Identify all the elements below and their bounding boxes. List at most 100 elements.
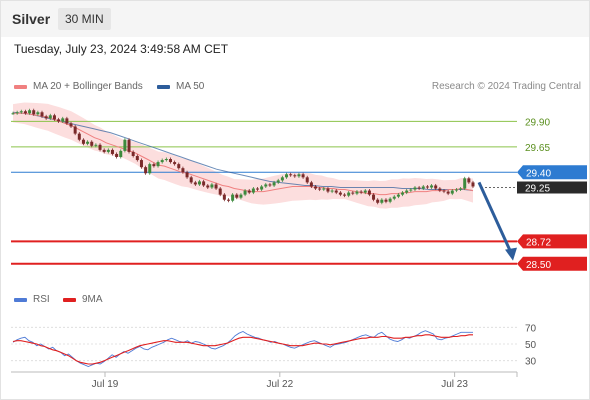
candle-body (77, 133, 81, 140)
candle-body (359, 191, 363, 193)
level-label-28.50: 28.50 (526, 260, 551, 271)
candle-body (152, 164, 156, 167)
candle-body (164, 159, 168, 161)
candle-body (260, 186, 264, 190)
candle-body (173, 162, 177, 165)
candle-body (396, 194, 400, 197)
candle-body (289, 174, 293, 176)
legend-rsi: RSI (14, 294, 50, 305)
rsi-tick-30: 30 (525, 357, 537, 368)
ma20-swatch (14, 84, 27, 89)
candle-body (417, 187, 421, 189)
candle-body (251, 188, 255, 193)
candle-body (69, 123, 73, 127)
candle-body (23, 111, 27, 114)
level-label-29.40: 29.40 (526, 168, 551, 179)
candle-body (90, 141, 94, 146)
candle-body (334, 190, 338, 193)
ma50-line (12, 111, 474, 192)
candle-body (160, 160, 164, 163)
x-tick-label: Jul 19 (92, 379, 119, 390)
candle-body (256, 188, 260, 190)
candle-body (131, 151, 135, 156)
candle-body (81, 139, 85, 144)
top-bar: Silver 30 MIN (1, 1, 589, 37)
candle-body (355, 191, 359, 194)
candle-body (144, 167, 148, 174)
candle-body (32, 110, 36, 115)
last-price-tag (517, 181, 587, 194)
rsi-ma-label: 9MA (82, 294, 103, 305)
level-tag-28.50 (517, 256, 587, 271)
candle-body (247, 190, 251, 193)
x-tick-label: Jul 22 (266, 379, 293, 390)
candle-body (239, 194, 243, 198)
candle-body (115, 153, 119, 157)
candle-body (235, 194, 239, 198)
ma20-label: MA 20 + Bollinger Bands (33, 81, 143, 92)
candle-body (314, 186, 318, 189)
candle-body (135, 155, 139, 161)
candle-body (463, 178, 467, 189)
candle-body (413, 187, 417, 190)
rsi-label: RSI (33, 294, 50, 305)
candle-body (193, 182, 197, 185)
candle-body (218, 188, 222, 195)
candle-body (185, 172, 189, 178)
symbol-title: Silver (12, 11, 51, 27)
candle-body (309, 182, 313, 187)
candle-body (268, 184, 272, 186)
forecast-arrow-shaft (477, 181, 513, 254)
candle-body (73, 126, 77, 134)
candle-body (127, 139, 131, 152)
candle-body (189, 177, 193, 183)
candle-body (106, 149, 110, 152)
candle-body (388, 198, 392, 202)
candle-body (392, 196, 396, 199)
candle-body (11, 113, 15, 115)
candle-body (98, 144, 102, 150)
candle-body (15, 112, 19, 114)
level-label-29.65: 29.65 (525, 143, 550, 154)
candle-body (272, 182, 276, 186)
candle-body (276, 180, 280, 183)
candle-body (471, 182, 475, 187)
candle-body (139, 160, 143, 168)
candle-body (450, 190, 454, 194)
rsi-series-9ma (12, 334, 473, 365)
candle-body (123, 139, 127, 151)
candle-body (40, 112, 44, 117)
candle-body (44, 116, 48, 119)
candle-body (264, 184, 268, 187)
candle-body (110, 149, 114, 154)
candle-body (421, 186, 425, 189)
candle-body (48, 115, 52, 119)
candle-body (446, 191, 450, 194)
candle-body (454, 189, 458, 191)
level-label-29.90: 29.90 (525, 117, 550, 128)
candle-body (330, 190, 334, 192)
candle-body (425, 186, 429, 188)
last-price-value: 29.25 (525, 184, 550, 195)
legend-ma50: MA 50 (157, 81, 204, 92)
candle-body (36, 112, 40, 115)
candle-body (156, 162, 160, 167)
candle-body (19, 111, 23, 113)
candle-body (293, 175, 297, 177)
interval-badge[interactable]: 30 MIN (58, 8, 111, 30)
candle-body (343, 194, 347, 196)
legend-rsi-ma: 9MA (63, 294, 103, 305)
ma50-label: MA 50 (176, 81, 205, 92)
candle-body (102, 149, 106, 152)
candle-body (322, 188, 326, 190)
candle-body (214, 184, 218, 189)
candle-body (222, 194, 226, 200)
candle-body (280, 177, 284, 181)
candle-body (467, 178, 471, 183)
candle-body (28, 110, 32, 114)
level-tag-28.72 (517, 234, 587, 249)
rsi-ma-swatch (63, 297, 76, 302)
x-tick-label: Jul 23 (441, 379, 468, 390)
